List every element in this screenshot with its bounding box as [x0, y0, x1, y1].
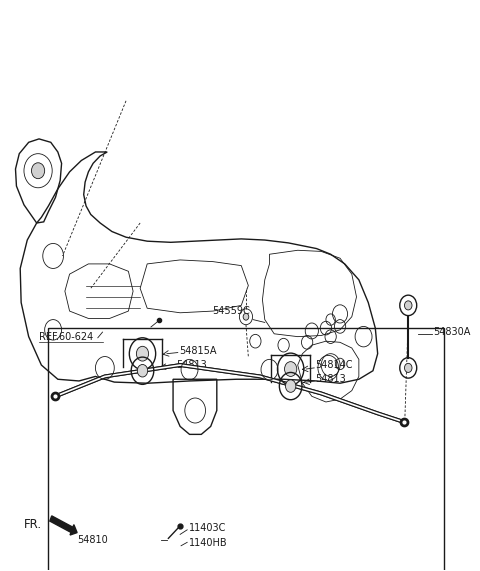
Text: 54813: 54813 — [176, 360, 207, 370]
Circle shape — [136, 346, 149, 361]
Text: 54830A: 54830A — [433, 327, 470, 337]
Circle shape — [405, 363, 412, 372]
Text: 1140HB: 1140HB — [189, 538, 227, 549]
Text: FR.: FR. — [24, 518, 42, 530]
Text: 54815A: 54815A — [179, 346, 216, 356]
Text: 54810: 54810 — [77, 535, 108, 545]
Text: 54814C: 54814C — [315, 360, 353, 370]
Text: REF.60-624: REF.60-624 — [39, 332, 93, 341]
Circle shape — [243, 313, 249, 320]
Text: 54813: 54813 — [315, 374, 347, 384]
FancyArrow shape — [50, 516, 77, 535]
Circle shape — [32, 163, 45, 179]
Circle shape — [405, 301, 412, 310]
Circle shape — [137, 364, 148, 377]
Text: 11403C: 11403C — [189, 522, 226, 533]
Circle shape — [285, 361, 297, 376]
Text: 54559C: 54559C — [212, 306, 250, 316]
Circle shape — [286, 380, 296, 392]
